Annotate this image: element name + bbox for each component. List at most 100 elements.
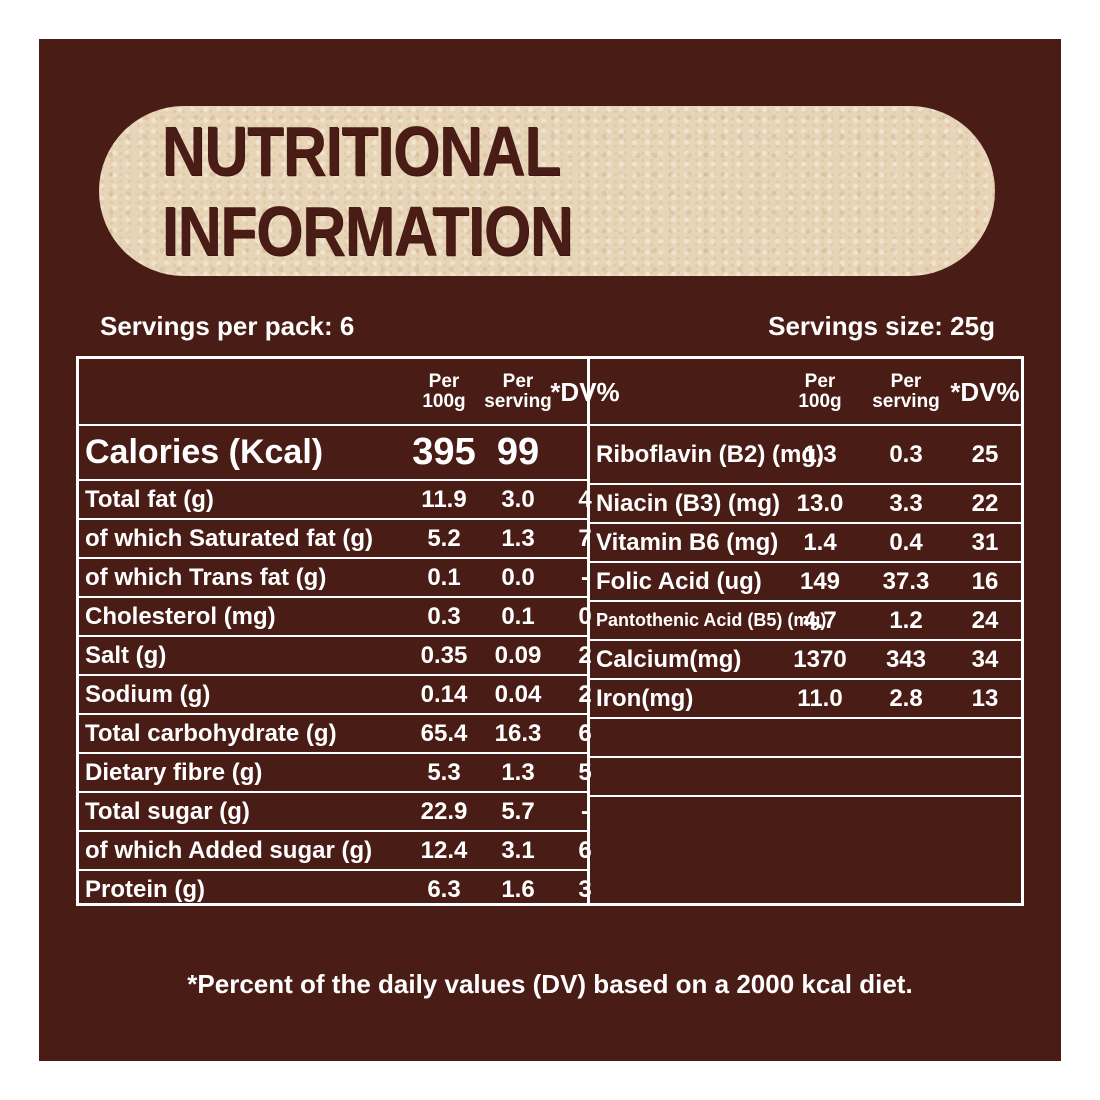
value-per-serving: 3.1 (501, 836, 535, 864)
value-per-serving: 0.4 (889, 528, 923, 556)
table-row: Iron(mg) 11.0 2.8 13 (590, 680, 1021, 719)
value-per-100g: 13.0 (796, 489, 844, 517)
value-per-serving: 99 (496, 431, 540, 473)
page-title: NUTRITIONAL INFORMATION (161, 112, 574, 270)
value-dv: - (581, 797, 589, 825)
value-dv: 34 (971, 645, 999, 673)
table-row: Cholesterol (mg) 0.3 0.1 0 (79, 598, 592, 637)
table-row: Total sugar (g) 22.9 5.7 - (79, 793, 589, 832)
value-dv: 31 (971, 528, 999, 556)
value-dv: 3 (578, 876, 592, 903)
nutrient-label: Total sugar (g) (85, 797, 250, 825)
value-per-serving: 16.3 (494, 719, 542, 747)
table-row: Sodium (g) 0.14 0.04 2 (79, 676, 592, 715)
nutrient-label: Cholesterol (mg) (85, 602, 276, 630)
header-dv: *DV% (950, 376, 1020, 407)
value-per-serving: 0.09 (494, 641, 542, 669)
nutrient-label: Iron(mg) (596, 684, 694, 712)
nutrient-label: Salt (g) (85, 641, 167, 669)
nutrient-label: Niacin (B3) (mg) (596, 489, 781, 517)
nutrient-label: Sodium (g) (85, 680, 211, 708)
value-per-100g: 11.0 (797, 684, 843, 712)
value-per-serving: 1.3 (501, 524, 535, 552)
value-dv (950, 797, 1020, 909)
serving-size: Servings size: 25g (768, 311, 995, 341)
value-dv: 6 (578, 836, 592, 864)
nutrition-table-left: Per 100g Per serving *DV% Calories (Kcal) 395 9… (76, 356, 620, 906)
value-dv: 2 (578, 680, 592, 708)
nutrition-panel: NUTRITIONAL INFORMATION Servings per pac… (39, 39, 1061, 1061)
value-per-serving: 3.0 (501, 485, 535, 513)
value-dv: 22 (971, 489, 999, 517)
nutrient-label: of which Saturated fat (g) (85, 524, 373, 552)
value-dv: 4 (578, 485, 592, 513)
value-dv: 13 (971, 684, 999, 712)
value-per-100g: 0.1 (427, 563, 461, 591)
table-row: Calcium(mg) 1370 343 34 (590, 641, 1021, 680)
header-per-100g-line2: 100g (422, 390, 466, 412)
nutrient-label: Calcium(mg) (596, 645, 742, 673)
value-per-100g (780, 797, 860, 909)
table-row: Riboflavin (B2) (mg) 1.3 0.3 25 (590, 426, 1021, 485)
nutrient-label: Protein (g) (85, 876, 205, 903)
table-row: of which Trans fat (g) 0.1 0.0 - (79, 559, 589, 598)
value-dv (950, 758, 1020, 795)
value-per-100g: 5.2 (427, 524, 461, 552)
header-per-serving-line2: serving (484, 390, 552, 412)
table-row: Vitamin B6 (mg) 1.4 0.4 31 (590, 524, 1021, 563)
value-per-serving (860, 758, 952, 795)
footnote: *Percent of the daily values (DV) based … (187, 969, 913, 999)
nutrient-label: Total carbohydrate (g) (85, 719, 337, 747)
value-per-serving: 1.6 (501, 876, 535, 903)
value-per-100g: 12.4 (420, 836, 468, 864)
value-per-100g: 0.14 (420, 680, 468, 708)
nutrient-label: Total fat (g) (85, 485, 214, 513)
value-dv: 16 (971, 567, 999, 595)
header-per-serving: Per serving (479, 359, 557, 424)
value-per-serving: 0.1 (501, 602, 535, 630)
nutrient-label: of which Added sugar (g) (85, 836, 373, 864)
value-per-100g (780, 758, 860, 795)
nutrient-label: Dietary fibre (g) (85, 758, 263, 786)
value-per-100g: 149 (799, 567, 841, 595)
header-per-serving-line2: serving (872, 390, 940, 412)
value-per-100g: 5.3 (427, 758, 461, 786)
value-per-100g: 6.3 (427, 876, 461, 903)
value-per-serving: 1.3 (501, 758, 535, 786)
table-row: Dietary fibre (g) 5.3 1.3 5 (79, 754, 592, 793)
header-per-100g: Per 100g (780, 359, 860, 424)
value-per-serving: 0.04 (494, 680, 542, 708)
header-dv: *DV% (550, 376, 620, 407)
value-dv: 0 (578, 602, 592, 630)
table-row: Total fat (g) 11.9 3.0 4 (79, 481, 592, 520)
value-dv: 2 (578, 641, 592, 669)
table-row: Folic Acid (ug) 149 37.3 16 (590, 563, 1021, 602)
value-per-serving: 5.7 (501, 797, 535, 825)
value-dv: 24 (971, 606, 999, 634)
nutrient-label: Calories (Kcal) (85, 433, 324, 471)
table-header-row: Per 100g Per serving *DV% (590, 359, 1021, 426)
value-per-serving: 3.3 (889, 489, 923, 517)
value-per-serving: 343 (885, 645, 927, 673)
header-per-serving: Per serving (860, 359, 952, 424)
nutrient-label: Vitamin B6 (mg) (596, 528, 779, 556)
table-row: Salt (g) 0.35 0.09 2 (79, 637, 592, 676)
value-per-serving (860, 719, 952, 756)
value-per-100g: 1370 (793, 645, 847, 673)
value-per-100g: 11.9 (421, 485, 467, 513)
value-per-100g: 0.35 (420, 641, 468, 669)
value-dv: 7 (578, 524, 592, 552)
value-per-serving: 1.2 (889, 606, 923, 634)
nutrient-label: Folic Acid (ug) (596, 567, 762, 595)
value-dv: 25 (971, 440, 999, 468)
value-per-serving: 0.0 (501, 563, 535, 591)
table-row (590, 797, 1021, 909)
value-per-100g: 395 (412, 431, 476, 473)
value-per-serving (860, 797, 952, 909)
value-per-100g: 1.4 (803, 528, 837, 556)
table-row (590, 758, 1021, 797)
nutrient-label: Pantothenic Acid (B5) (mg) (596, 610, 827, 630)
servings-per-pack: Servings per pack: 6 (100, 311, 355, 341)
value-dv (950, 719, 1020, 756)
value-dv: 5 (578, 758, 592, 786)
